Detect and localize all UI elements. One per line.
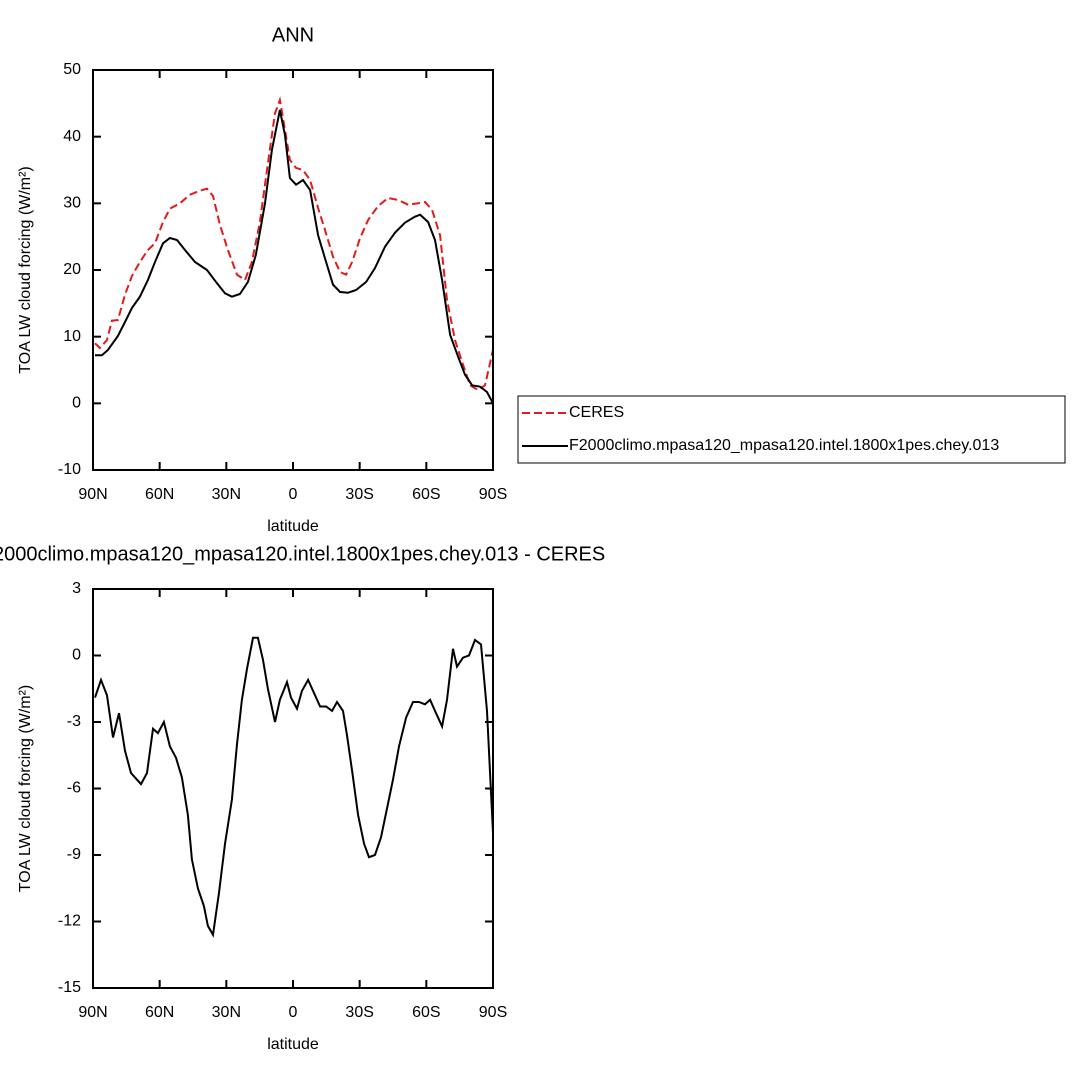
plot-frame — [92, 69, 494, 471]
y-tick-label: 30 — [63, 195, 81, 212]
data-line — [95, 109, 494, 404]
y-tick-label: 10 — [63, 328, 81, 345]
y-tick-label: -6 — [67, 780, 81, 797]
y-tick-label: -3 — [67, 713, 81, 730]
y-tick-label: -15 — [58, 979, 81, 996]
x-tick-label: 90N — [78, 486, 107, 503]
x-tick-label: 0 — [289, 486, 298, 503]
x-tick-label: 90N — [78, 1004, 107, 1021]
y-axis-label: TOA LW cloud forcing (W/m²) — [17, 685, 34, 892]
x-tick-label: 60N — [145, 1004, 174, 1021]
legend-box — [517, 395, 1066, 464]
y-tick-label: 3 — [72, 580, 81, 597]
legend-label: CERES — [569, 404, 624, 421]
y-tick-label: 0 — [72, 647, 81, 664]
x-tick-label: 60S — [412, 1004, 440, 1021]
data-line — [94, 636, 494, 938]
data-line — [94, 96, 494, 392]
x-axis-label: latitude — [267, 518, 319, 535]
plot-frame — [92, 588, 494, 989]
chart-title: F2000climo.mpasa120_mpasa120.intel.1800x… — [0, 543, 605, 565]
legend-label: F2000climo.mpasa120_mpasa120.intel.1800x… — [569, 437, 999, 454]
x-tick-label: 0 — [289, 1004, 298, 1021]
x-tick-label: 60S — [412, 486, 440, 503]
x-axis-label: latitude — [267, 1036, 319, 1053]
x-tick-label: 30N — [212, 486, 241, 503]
y-axis-label: TOA LW cloud forcing (W/m²) — [17, 166, 34, 373]
y-tick-label: 0 — [72, 395, 81, 412]
x-tick-label: 60N — [145, 486, 174, 503]
chart-title: ANN — [272, 24, 314, 46]
x-tick-label: 90S — [479, 486, 507, 503]
x-tick-label: 30N — [212, 1004, 241, 1021]
y-tick-label: -9 — [67, 846, 81, 863]
y-tick-label: -10 — [58, 461, 81, 478]
y-tick-label: 20 — [63, 261, 81, 278]
x-tick-label: 90S — [479, 1004, 507, 1021]
y-tick-label: 50 — [63, 61, 81, 78]
y-tick-label: 40 — [63, 128, 81, 145]
x-tick-label: 30S — [345, 1004, 373, 1021]
y-tick-label: -12 — [58, 913, 81, 930]
x-tick-label: 30S — [345, 486, 373, 503]
